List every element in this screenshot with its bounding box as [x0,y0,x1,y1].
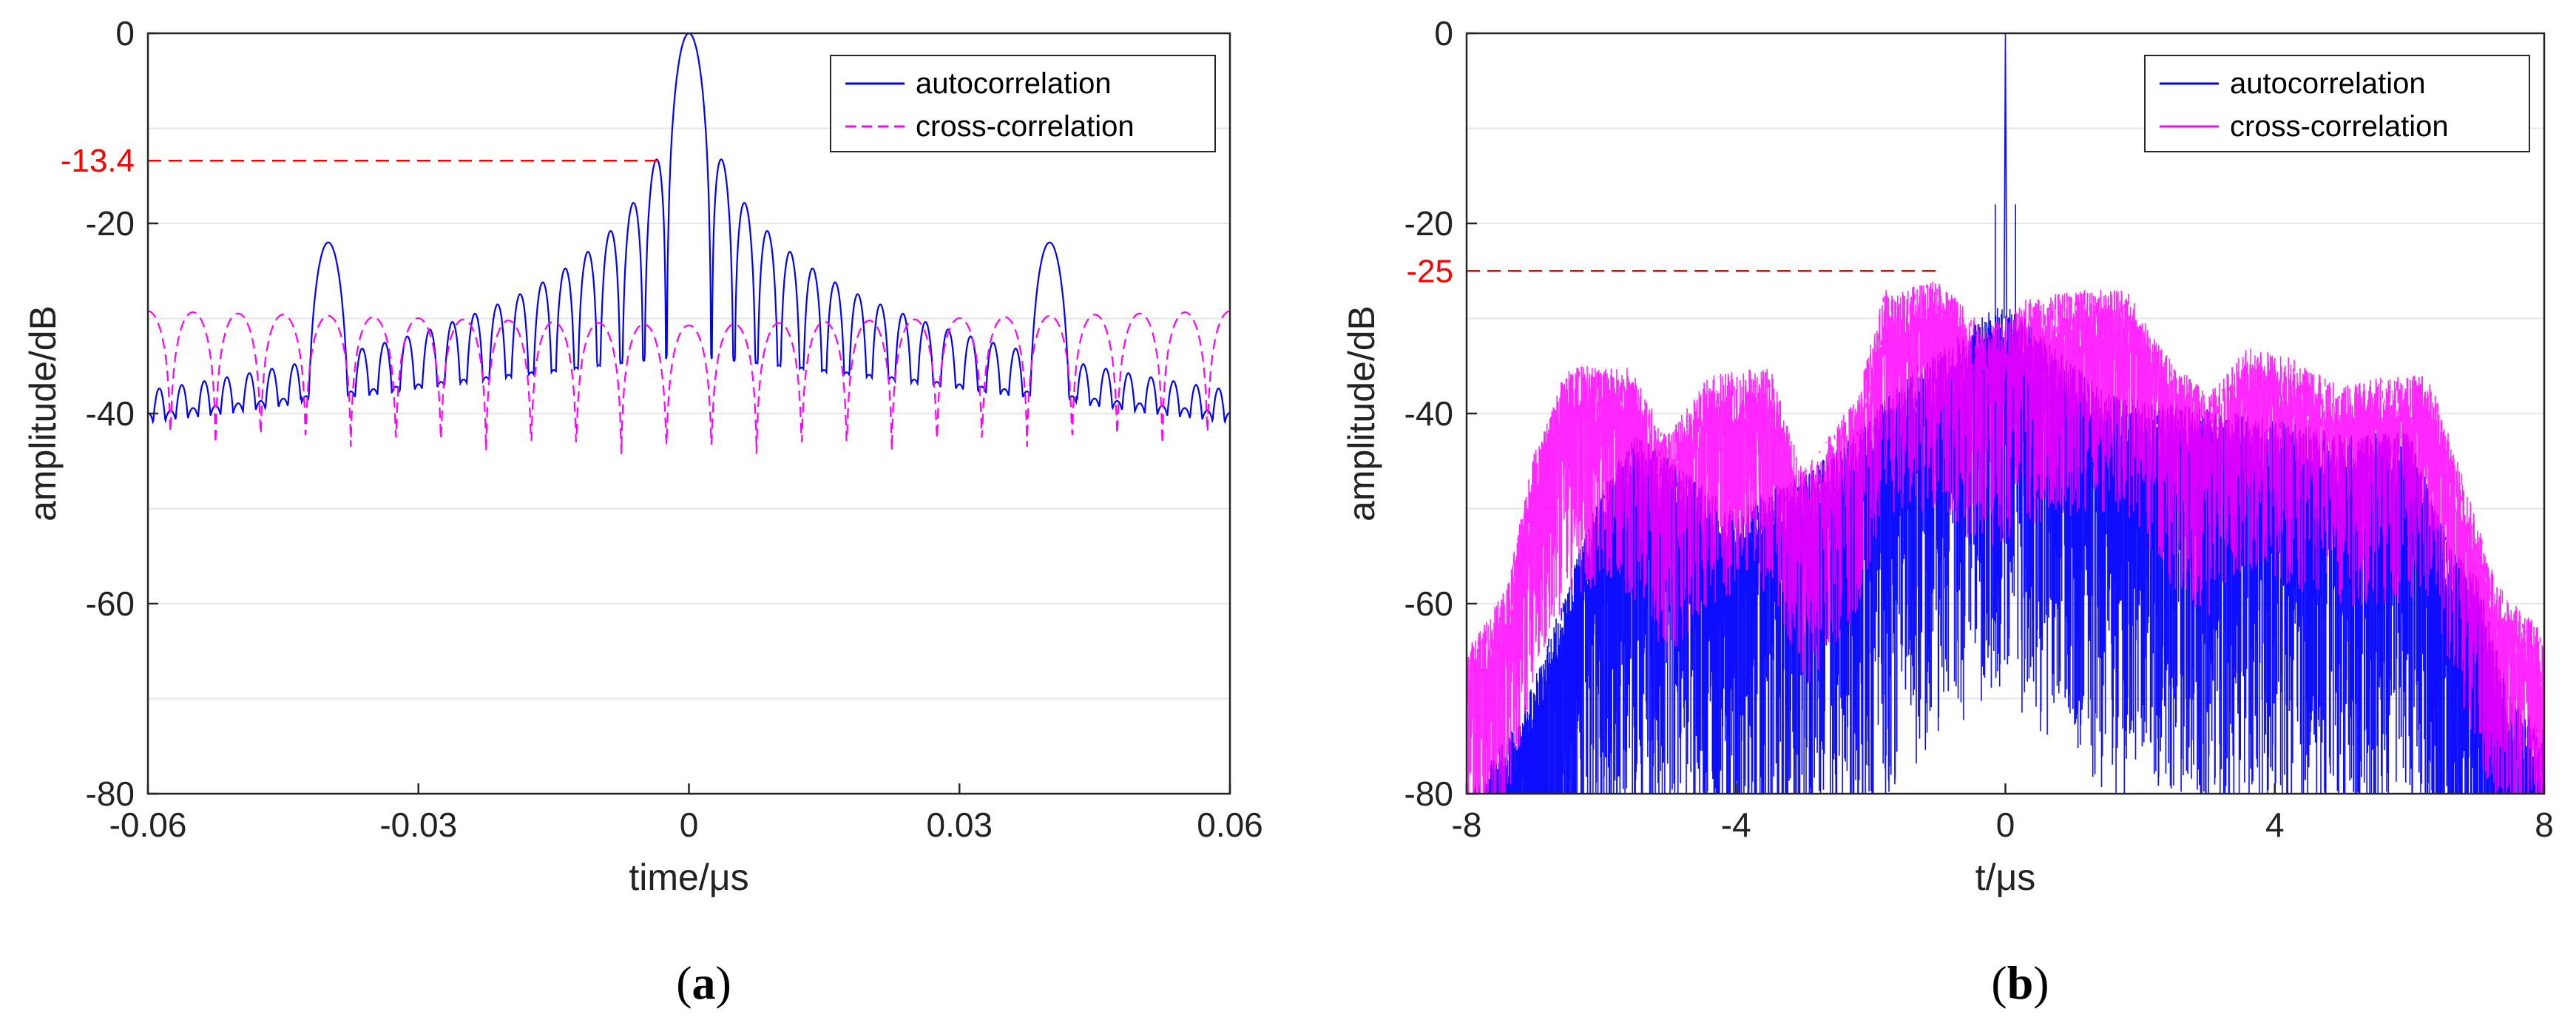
x-tick-label: 4 [2265,806,2285,844]
x-tick-label: 0 [1996,806,2015,844]
y-tick-label: -40 [1404,394,1453,433]
chart-a: -13.4 -0.06 -0.03 0 0.03 0.06 0 -20 -40 -60 -80 tim… [22,14,1263,1009]
x-tick-label: 8 [2535,806,2554,844]
y-tick-label: -20 [86,204,135,243]
x-tick-label: 0 [680,806,699,844]
y-tick-label: -80 [1404,774,1453,813]
caption-open: ( [1991,956,2007,1009]
plot-series [148,33,1230,454]
x-tick-label: -0.06 [109,806,187,844]
x-tick-label: 0.06 [1197,806,1263,844]
y-tick-label: -20 [1404,204,1453,243]
legend-entry-0: autocorrelation [916,67,1112,100]
x-tick-label: 0.03 [926,806,993,844]
y-tick-label: -60 [1404,584,1453,623]
y-tick-label: -80 [86,774,135,813]
caption: (b) [1991,956,2049,1009]
legend-box [2144,55,2530,152]
series-cross-correlation-b [1467,281,2544,794]
caption-close: ) [716,956,731,1009]
y-axis-label: amplitude/dB [22,306,64,522]
series-autocorrelation-a [148,33,1230,425]
y-tick-label: 0 [1434,14,1453,53]
caption: (a) [676,956,731,1009]
y-tick-label: 0 [115,14,135,53]
legend-entry-1: cross-correlation [2230,110,2449,143]
x-tick-label: -8 [1452,806,1482,844]
series-cross-correlation-a [148,310,1230,454]
y-axis-label: amplitude/dB [1341,306,1382,522]
annotation-label: -25 [1406,253,1453,289]
caption-letter: b [2007,956,2034,1009]
legend-entry-0: autocorrelation [2230,67,2426,100]
y-tick-label: -60 [86,584,135,623]
caption-open: ( [676,956,692,1009]
x-tick-label: -4 [1721,806,1751,844]
x-tick-label: -0.03 [379,806,457,844]
plot-series [1467,33,2544,794]
y-tick-label: -40 [86,394,135,433]
chart-b: -25-8 -4 0 4 80-20-40-60-80t/μsamplitude/dBa… [1341,14,2554,1009]
legend-box [830,55,1216,152]
x-axis-label: t/μs [1975,857,2036,898]
caption-close: ) [2033,956,2049,1009]
annotation-label: -13.4 [61,143,135,179]
caption-letter: a [692,956,716,1009]
x-axis-label: time/μs [629,857,748,898]
legend-entry-1: cross-correlation [916,110,1135,143]
